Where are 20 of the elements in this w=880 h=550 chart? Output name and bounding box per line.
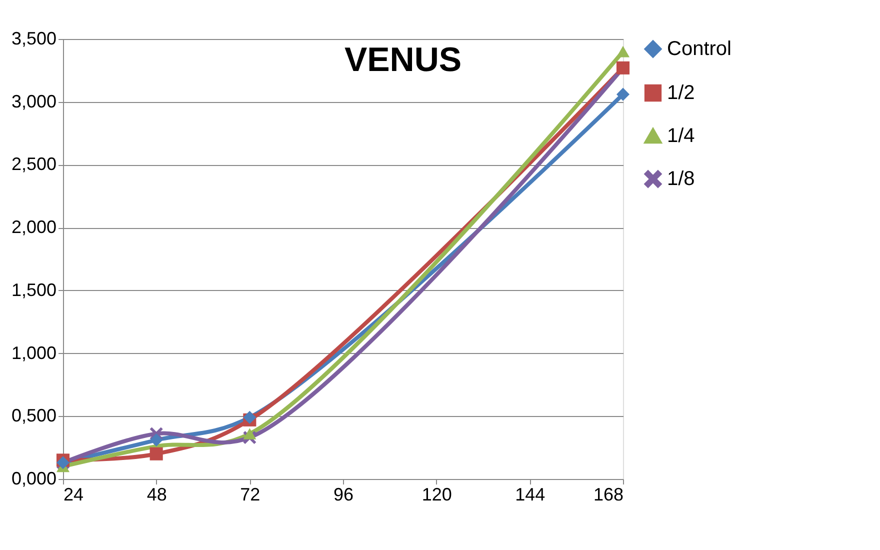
- y-tick-label: 1,000: [11, 342, 56, 363]
- y-tick-label: 3,000: [11, 91, 56, 112]
- y-tick-label: 2,000: [11, 217, 56, 238]
- x-tick-label: 24: [64, 484, 84, 504]
- legend-label: 1/4: [667, 125, 695, 147]
- y-tick-label: 0,500: [11, 406, 56, 426]
- x-tick-label: 96: [333, 484, 354, 504]
- x-tick-label: 120: [422, 484, 452, 504]
- legend-label: 1/8: [667, 168, 695, 190]
- chart-title: VENUS: [344, 41, 462, 79]
- x-tick-label: 168: [593, 484, 624, 504]
- y-tick-label: 2,500: [11, 154, 56, 174]
- y-tick-label: 1,500: [11, 280, 56, 300]
- legend-label: Control: [667, 38, 732, 60]
- x-tick-label: 48: [146, 484, 167, 504]
- x-tick-label: 144: [515, 484, 546, 504]
- legend-label: 1/2: [667, 82, 695, 104]
- y-tick-label: 3,500: [11, 28, 56, 48]
- x-tick-label: 72: [240, 484, 260, 504]
- y-tick-label: 0,000: [11, 468, 56, 488]
